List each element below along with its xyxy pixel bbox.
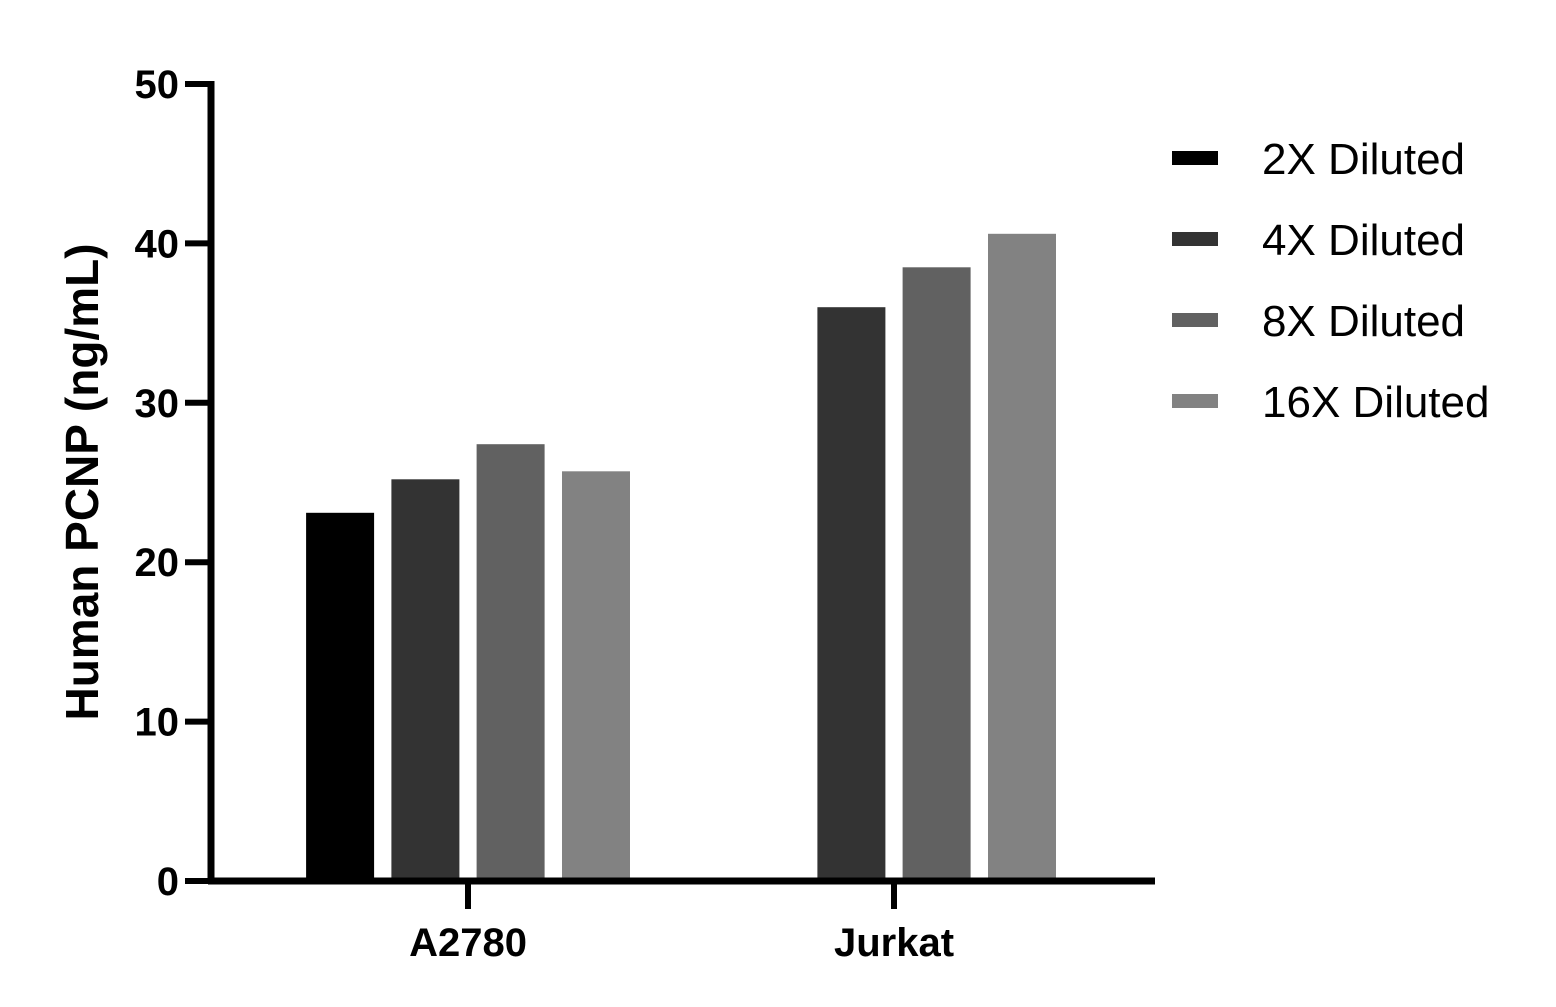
legend-swatch <box>1172 394 1218 408</box>
legend-label: 2X Diluted <box>1262 135 1465 184</box>
bar-jurkat-8x-diluted <box>902 267 971 881</box>
legend-label: 16X Diluted <box>1262 378 1489 427</box>
y-tick-label: 10 <box>135 701 180 745</box>
legend-label: 8X Diluted <box>1262 297 1465 346</box>
bar-a2780-2x-diluted <box>306 512 375 881</box>
x-tick-label: Jurkat <box>834 921 954 965</box>
bar-jurkat-4x-diluted <box>817 307 886 881</box>
y-tick-label: 20 <box>135 541 180 585</box>
bar-jurkat-16x-diluted <box>988 233 1056 882</box>
x-ticks-layer: A2780 Jurkat <box>409 881 954 965</box>
y-tick-label: 50 <box>135 63 180 107</box>
bar-a2780-4x-diluted <box>391 479 460 881</box>
bar-a2780-8x-diluted <box>476 444 545 881</box>
y-ticks-layer: 0 10 20 30 40 50 <box>135 63 211 904</box>
y-axis-title: Human PCNP (ng/mL) <box>56 243 108 720</box>
y-tick-label: 40 <box>135 222 180 266</box>
legend-swatch <box>1172 313 1218 327</box>
legend-label: 4X Diluted <box>1262 216 1465 265</box>
bar-a2780-16x-diluted <box>562 471 630 881</box>
y-tick-label: 30 <box>135 382 180 426</box>
legend-swatch <box>1172 151 1218 165</box>
axes-layer <box>207 81 1155 885</box>
legend-swatch <box>1172 232 1218 246</box>
legend: 2X Diluted 4X Diluted 8X Diluted 16X Dilute… <box>1172 135 1489 427</box>
bars-layer <box>306 233 1056 882</box>
x-tick-label: A2780 <box>409 921 527 965</box>
y-tick-label: 0 <box>157 860 179 904</box>
